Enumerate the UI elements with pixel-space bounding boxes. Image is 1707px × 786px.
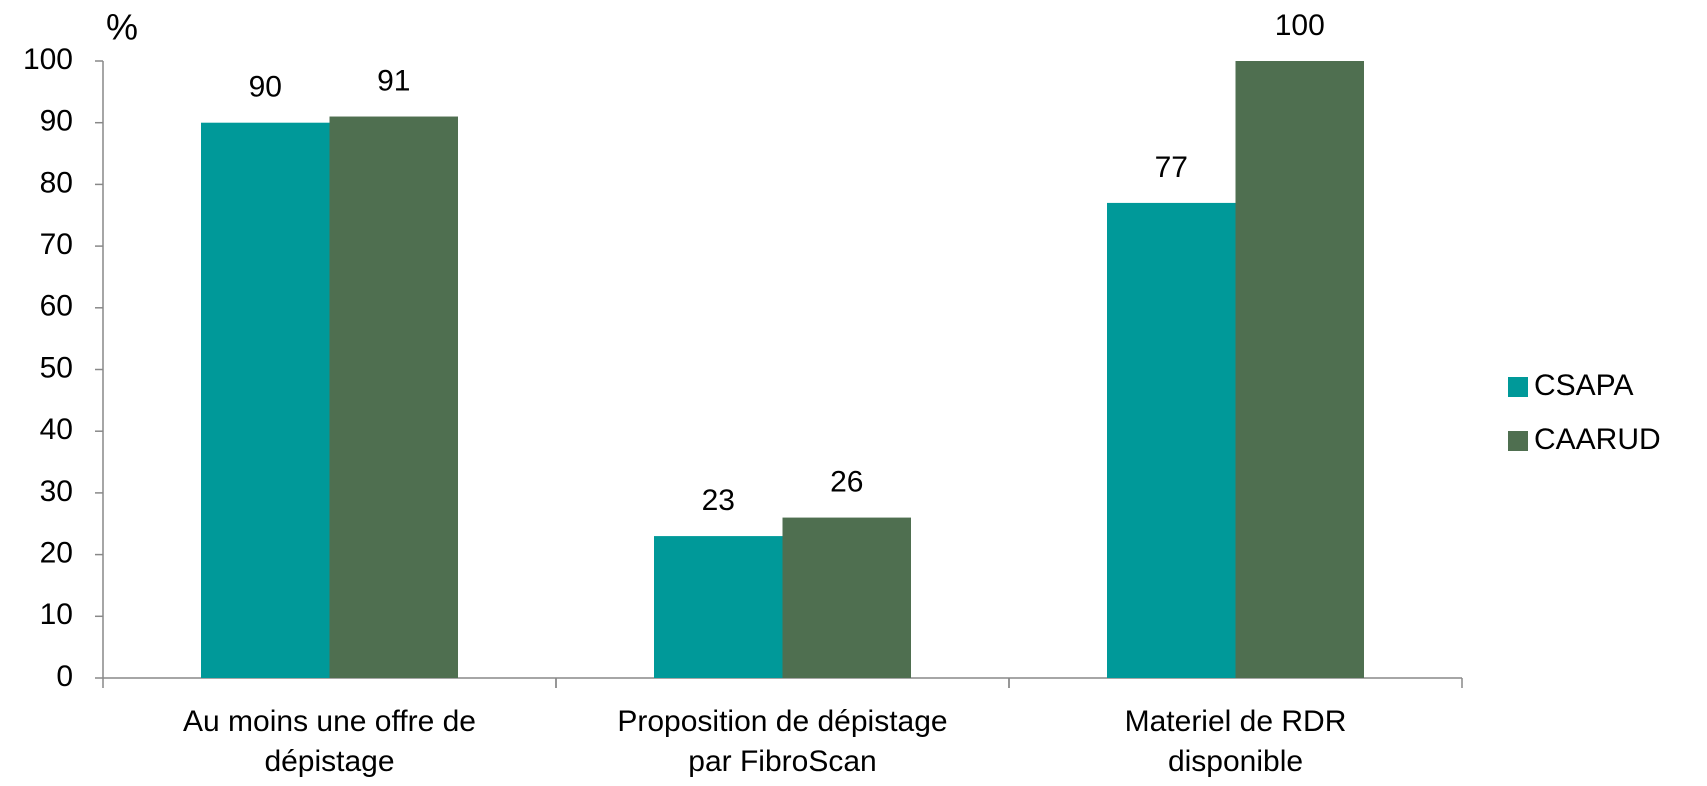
y-tick-label: 90: [40, 105, 73, 138]
bar: [654, 536, 783, 678]
y-tick-label: 100: [23, 43, 73, 76]
y-tick-label: 50: [40, 351, 73, 384]
x-tick-label: dépistage: [264, 745, 394, 778]
y-tick-label: 70: [40, 228, 73, 261]
x-tick-label: Au moins une offre de: [183, 705, 476, 738]
data-label: 91: [377, 64, 410, 97]
legend-label: CSAPA: [1534, 369, 1633, 402]
y-tick-label: 20: [40, 537, 73, 570]
bar: [782, 517, 911, 678]
legend-swatch: [1508, 431, 1528, 451]
bar: [1235, 61, 1364, 678]
legend-label: CAARUD: [1534, 423, 1661, 456]
y-tick-label: 60: [40, 290, 73, 323]
bar: [1107, 202, 1236, 678]
y-tick-label: 40: [40, 413, 73, 446]
data-label: 26: [830, 466, 863, 499]
data-label: 90: [249, 71, 282, 104]
data-label: 100: [1275, 9, 1325, 42]
legend-swatch: [1508, 377, 1528, 397]
y-tick-label: 30: [40, 475, 73, 508]
bar: [201, 122, 330, 678]
y-axis-label: %: [106, 7, 138, 48]
y-tick-label: 80: [40, 166, 73, 199]
data-label: 77: [1155, 151, 1188, 184]
y-tick-label: 0: [56, 660, 73, 693]
data-label: 23: [702, 484, 735, 517]
x-tick-label: Materiel de RDR: [1125, 705, 1347, 738]
x-tick-label: par FibroScan: [688, 745, 876, 778]
bar: [329, 116, 458, 678]
y-tick-label: 10: [40, 598, 73, 631]
x-tick-label: disponible: [1168, 745, 1303, 778]
x-tick-label: Proposition de dépistage: [617, 705, 947, 738]
